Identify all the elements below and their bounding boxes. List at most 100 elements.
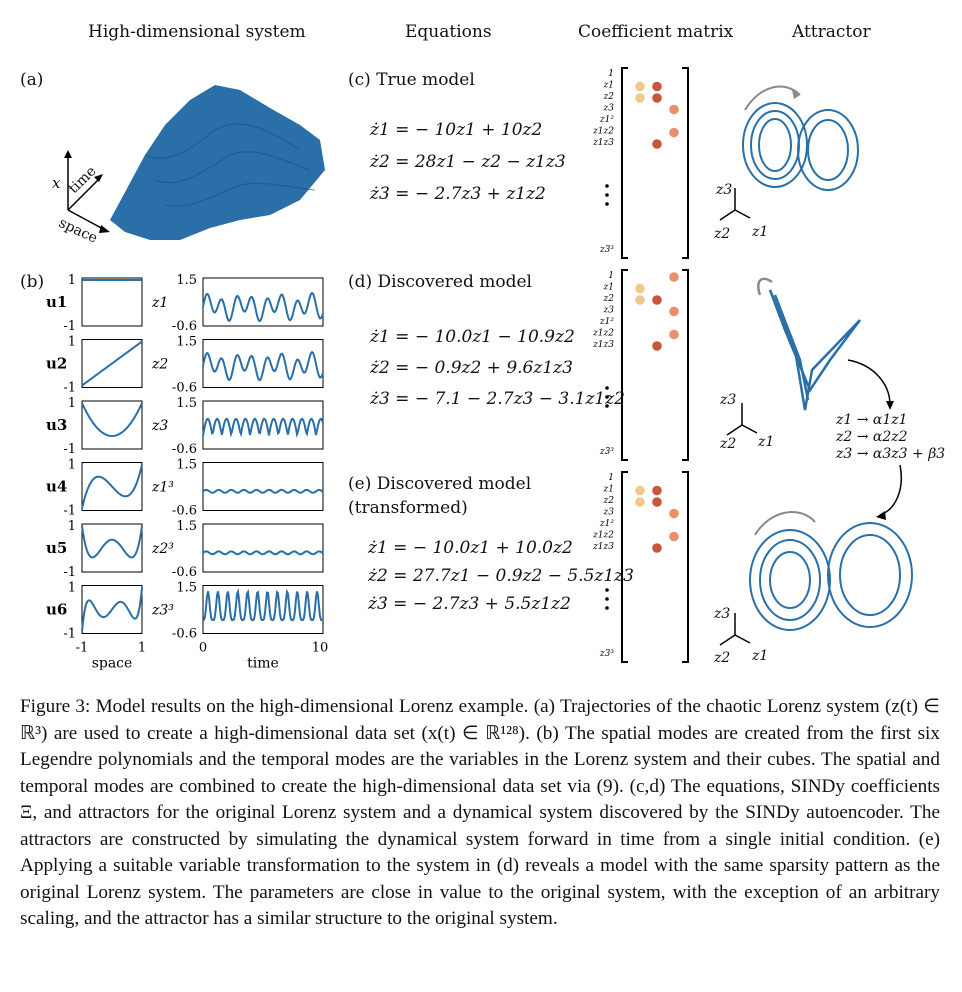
spatial-ytick-top: 1 <box>68 581 76 596</box>
temporal-mode-label: z2 <box>151 357 168 373</box>
spatial-ytick-top: 1 <box>68 458 76 473</box>
matrix-bracket-left <box>621 269 628 461</box>
spatial-ytick-top: 1 <box>68 335 76 350</box>
time-xlabel: time <box>247 656 279 671</box>
spatial-mode-label: u5 <box>46 539 67 557</box>
temporal-mode-box <box>202 523 324 573</box>
coefficient-dot <box>669 127 679 138</box>
coefficient-dot <box>635 485 645 496</box>
attr2-z3: z3 <box>720 392 737 408</box>
time-xtick-left: 0 <box>199 641 207 656</box>
matrix-row-label: 1 <box>608 271 614 281</box>
temporal-mode-box <box>202 400 324 450</box>
matrix-row-label: z1 <box>603 283 614 293</box>
temporal-ytick-top: 1.5 <box>176 335 197 350</box>
matrix-row-label: z1z3 <box>592 340 614 350</box>
header-equations: Equations <box>405 22 492 42</box>
temporal-ytick-bottom: -0.6 <box>172 319 197 334</box>
coefficient-matrices: 1z1z2z3z1²z1z2z1z3z3³1z1z2z3z1²z1z2z1z3z… <box>592 67 689 663</box>
temporal-mode-box <box>202 339 324 388</box>
temporal-mode-curve <box>202 488 324 494</box>
spatial-mode-curve <box>81 402 143 437</box>
coefficient-dot <box>669 531 679 542</box>
ellipsis-dot <box>605 193 609 197</box>
attr3-z3: z3 <box>714 606 731 622</box>
matrix-row-label: z3³ <box>599 447 614 457</box>
matrix-row-label: z3 <box>603 104 615 114</box>
coefficient-dot <box>669 306 679 317</box>
coefficient-dot <box>652 485 662 496</box>
temporal-ytick-top: 1.5 <box>176 458 197 473</box>
ellipsis-dot <box>605 202 609 206</box>
spatial-mode-curve <box>81 464 143 509</box>
caption-text: Figure 3: Model results on the high-dime… <box>20 696 940 929</box>
transformation-rules: z1 → α1z1 z2 → α2z2 z3 → α3z3 + β3 <box>836 412 945 463</box>
temporal-mode-box <box>202 277 324 327</box>
spatial-mode-box <box>81 462 143 511</box>
temporal-mode-curve <box>202 587 324 622</box>
matrix-bracket-left <box>621 471 628 663</box>
header-attractor: Attractor <box>792 22 871 42</box>
coefficient-dot <box>635 295 645 305</box>
matrix-row-label: z1 <box>603 81 614 91</box>
spatial-ytick-bottom: -1 <box>63 627 76 642</box>
ellipsis-dot <box>605 588 609 592</box>
attr1-z2: z2 <box>714 226 731 242</box>
spatial-ytick-bottom: -1 <box>63 381 76 396</box>
temporal-mode-label: z1³ <box>151 480 174 496</box>
spatial-mode-box <box>81 277 143 327</box>
matrix-row-label: z1z3 <box>592 542 614 552</box>
ellipsis-dot <box>605 386 609 390</box>
coefficient-dot <box>635 283 645 294</box>
eq-disc-3: ż3 = − 7.1 − 2.7z3 − 3.1z1z2 <box>370 389 625 409</box>
eq-true-2: ż2 = 28z1 − z2 − z1z3 <box>370 152 566 172</box>
ellipsis-dot <box>605 184 609 188</box>
coefficient-dot <box>652 93 662 103</box>
attr3-z1: z1 <box>752 648 769 664</box>
panel-c-label: (c) True model <box>348 70 475 90</box>
temporal-ytick-bottom: -0.6 <box>172 627 197 642</box>
time-xtick-right: 10 <box>312 641 329 656</box>
matrix-row-label: z1z2 <box>592 531 614 541</box>
spatial-mode-label: u4 <box>46 478 67 496</box>
transform-rule-1: z1 → α1z1 <box>836 412 908 428</box>
spatial-mode-box <box>81 339 143 388</box>
temporal-ytick-bottom: -0.6 <box>172 565 197 580</box>
matrix-row-label: z1z3 <box>592 138 614 148</box>
attr3-z2: z2 <box>714 650 731 666</box>
temporal-ytick-top: 1.5 <box>176 519 197 534</box>
temporal-mode-label: z3³ <box>151 603 174 619</box>
temporal-mode-label: z2³ <box>151 541 174 557</box>
spatial-ytick-top: 1 <box>68 396 76 411</box>
spatial-mode-box <box>81 400 143 450</box>
eq-disc-1: ż1 = − 10.0z1 − 10.9z2 <box>370 327 575 347</box>
panel-d-label: (d) Discovered model <box>348 272 532 292</box>
coefficient-dot <box>652 295 662 305</box>
coefficient-dot <box>635 497 645 507</box>
coefficient-dot <box>635 81 645 92</box>
matrix-row-label: z3³ <box>599 245 614 255</box>
temporal-mode-curve <box>202 417 324 439</box>
attractor-discovered <box>757 277 891 411</box>
space-xtick-left: -1 <box>76 641 89 656</box>
temporal-mode-box <box>202 585 324 634</box>
spatial-ytick-top: 1 <box>68 273 76 288</box>
ellipsis-dot <box>605 606 609 610</box>
matrix-row-label: z1² <box>599 115 614 125</box>
temporal-ytick-top: 1.5 <box>176 273 197 288</box>
matrix-row-label: 1 <box>608 69 614 79</box>
temporal-mode-curve <box>202 350 324 382</box>
ellipsis-dot <box>605 597 609 601</box>
temporal-mode-curve <box>202 291 324 323</box>
temporal-ytick-top: 1.5 <box>176 396 197 411</box>
attractor-transformed <box>749 464 913 631</box>
attr1-z3: z3 <box>716 182 733 198</box>
matrix-bracket-left <box>621 67 628 259</box>
ellipsis-dot <box>605 395 609 399</box>
attractor-true <box>742 85 859 191</box>
eq-disc-2: ż2 = − 0.9z2 + 9.6z1z3 <box>370 358 573 378</box>
matrix-row-label: z3 <box>603 306 615 316</box>
eq-true-3: ż3 = − 2.7z3 + z1z2 <box>370 184 546 204</box>
temporal-mode-curve <box>202 550 324 556</box>
attr2-z1: z1 <box>758 434 775 450</box>
